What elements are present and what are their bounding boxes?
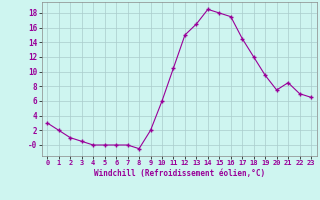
X-axis label: Windchill (Refroidissement éolien,°C): Windchill (Refroidissement éolien,°C) <box>94 169 265 178</box>
